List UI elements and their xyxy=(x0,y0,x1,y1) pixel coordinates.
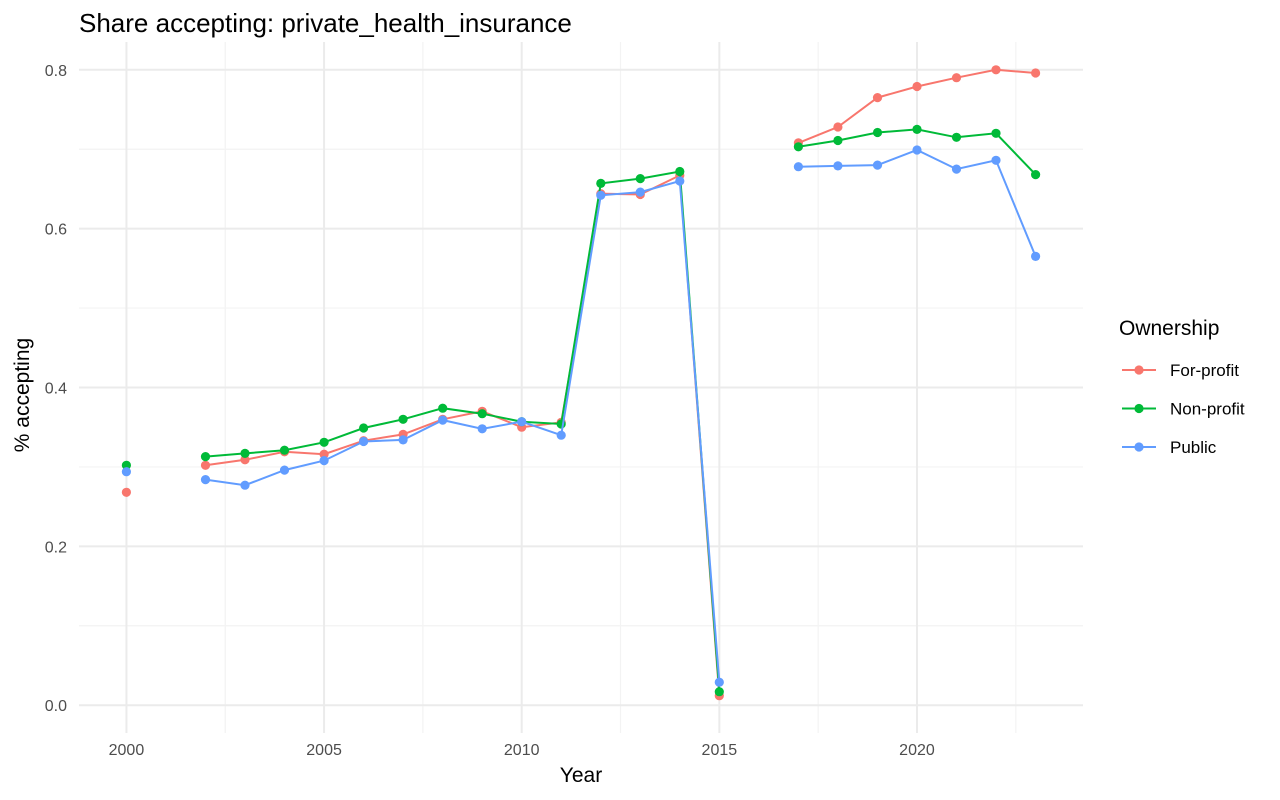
y-tick-label: 0.4 xyxy=(45,381,67,398)
data-point xyxy=(951,164,962,174)
legend-label: For-profit xyxy=(1170,361,1239,380)
data-point xyxy=(200,460,211,470)
x-axis-title: Year xyxy=(560,764,602,787)
data-point xyxy=(359,436,369,447)
data-point xyxy=(793,162,804,172)
data-point xyxy=(714,687,724,697)
data-point xyxy=(872,93,883,103)
grid xyxy=(79,42,1083,733)
series-line xyxy=(205,170,721,692)
data-point xyxy=(556,430,566,440)
data-point xyxy=(675,166,685,177)
y-tick-label: 0.6 xyxy=(45,222,67,239)
data-point xyxy=(991,65,1001,75)
data-point xyxy=(121,460,131,470)
data-point xyxy=(635,174,645,184)
data-point xyxy=(438,415,448,425)
series-non-profit xyxy=(121,124,1041,697)
legend-key-point xyxy=(1134,403,1144,414)
data-point xyxy=(477,409,487,419)
data-point xyxy=(991,155,1001,165)
legend-key-point xyxy=(1134,365,1144,375)
y-tick-label: 0.8 xyxy=(45,63,67,80)
data-point xyxy=(793,142,804,152)
data-point xyxy=(279,445,290,455)
y-axis-title: % accepting xyxy=(11,338,34,452)
data-point xyxy=(121,467,131,477)
data-point xyxy=(359,423,369,433)
data-point xyxy=(951,73,962,83)
y-axis-ticks: 0.0 0.2 0.4 0.6 0.8 xyxy=(45,63,67,715)
data-point xyxy=(517,417,527,427)
series-line xyxy=(205,173,721,696)
legend-item: Public xyxy=(1122,438,1217,457)
data-point xyxy=(240,480,250,490)
data-point xyxy=(319,437,329,447)
legend-item: For-profit xyxy=(1122,361,1239,380)
data-point xyxy=(872,160,883,170)
legend-key-point xyxy=(1134,442,1144,452)
data-point xyxy=(833,122,843,132)
series-public xyxy=(121,145,1041,687)
legend-label: Public xyxy=(1170,438,1217,457)
data-point xyxy=(675,176,685,186)
series-layer xyxy=(121,65,1041,701)
x-axis-ticks: 2000 2005 2010 2015 2020 xyxy=(109,742,935,759)
data-point xyxy=(912,81,922,92)
data-point xyxy=(1031,68,1041,78)
data-point xyxy=(1031,170,1041,180)
x-tick-label: 2010 xyxy=(504,742,540,759)
data-point xyxy=(240,448,250,458)
data-point xyxy=(240,455,250,465)
x-tick-label: 2015 xyxy=(702,742,738,759)
chart-title: Share accepting: private_health_insuranc… xyxy=(79,8,572,38)
data-point xyxy=(200,452,211,462)
data-point xyxy=(279,465,290,475)
data-point xyxy=(200,475,211,485)
data-point xyxy=(398,414,408,424)
x-tick-label: 2000 xyxy=(109,742,145,759)
x-tick-label: 2020 xyxy=(899,742,935,759)
data-point xyxy=(319,456,329,466)
legend-title: Ownership xyxy=(1119,317,1219,340)
data-point xyxy=(1031,251,1041,261)
data-point xyxy=(477,424,487,434)
data-point xyxy=(912,145,922,155)
legend: Ownership For-profit Non-profit Public xyxy=(1119,317,1245,457)
legend-item: Non-profit xyxy=(1122,400,1245,419)
data-point xyxy=(121,487,131,497)
series-for-profit xyxy=(121,65,1041,701)
series-line xyxy=(205,179,721,683)
data-point xyxy=(398,435,408,445)
x-tick-label: 2005 xyxy=(306,742,342,759)
legend-label: Non-profit xyxy=(1170,400,1245,419)
data-point xyxy=(833,135,843,146)
y-tick-label: 0.0 xyxy=(45,698,67,715)
data-point xyxy=(833,161,843,171)
data-point xyxy=(951,132,962,142)
data-point xyxy=(596,190,606,200)
data-point xyxy=(319,449,329,459)
data-point xyxy=(635,187,645,197)
y-tick-label: 0.2 xyxy=(45,539,67,556)
data-point xyxy=(438,403,448,413)
data-point xyxy=(991,128,1001,138)
data-point xyxy=(872,127,883,138)
data-point xyxy=(714,677,724,687)
data-point xyxy=(912,124,922,134)
data-point xyxy=(596,178,606,188)
